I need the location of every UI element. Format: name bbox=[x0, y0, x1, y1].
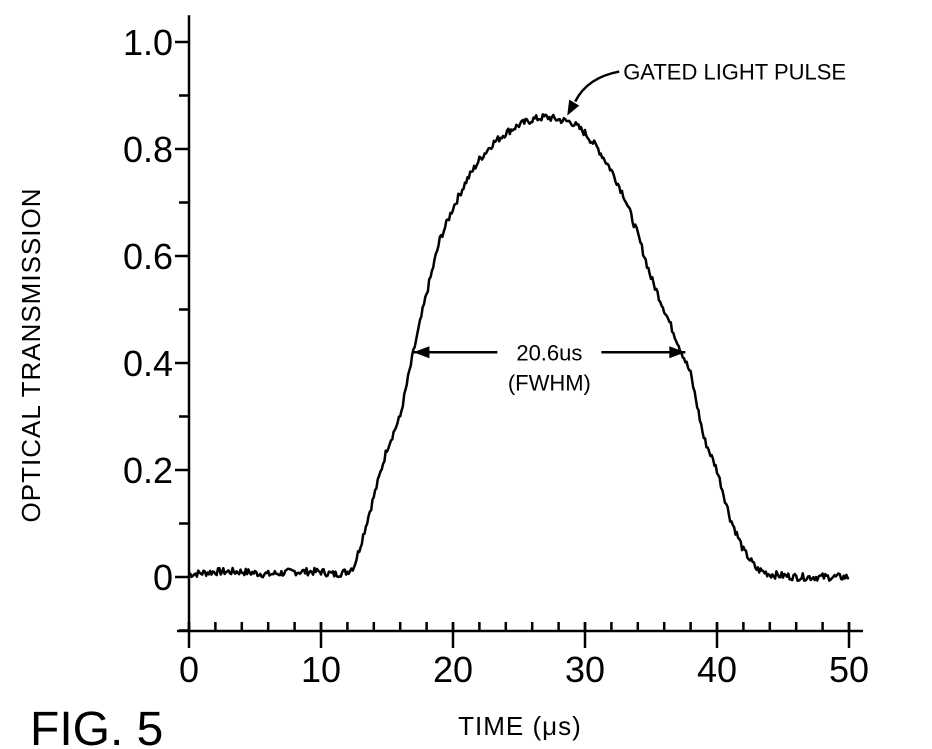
y-tick-label: 1.0 bbox=[123, 22, 173, 63]
fwhm-annotation: 20.6us (FWHM) bbox=[413, 340, 686, 395]
figure-label: FIG. 5 bbox=[30, 703, 163, 749]
tick-labels: 0 0.2 0.4 0.6 0.8 1.0 0 10 20 30 40 50 bbox=[123, 22, 869, 690]
peak-leader-line bbox=[574, 70, 620, 103]
y-tick-label: 0 bbox=[153, 557, 173, 598]
tick-marks bbox=[175, 40, 851, 648]
y-tick-label: 0.8 bbox=[123, 129, 173, 170]
x-tick-label: 20 bbox=[433, 649, 473, 690]
y-tick-label: 0.4 bbox=[123, 343, 173, 384]
peak-annotation: GATED LIGHT PULSE bbox=[567, 60, 846, 116]
peak-arrowhead bbox=[567, 99, 580, 116]
series-line-optical-transmission bbox=[188, 113, 850, 582]
fwhm-arrowhead-right bbox=[669, 346, 686, 359]
fwhm-label: (FWHM) bbox=[508, 370, 591, 395]
x-tick-label: 40 bbox=[697, 649, 737, 690]
chart-axes bbox=[177, 15, 863, 633]
fwhm-arrowhead-left bbox=[413, 346, 430, 359]
x-tick-label: 10 bbox=[301, 649, 341, 690]
peak-label: GATED LIGHT PULSE bbox=[623, 60, 846, 85]
fwhm-value-label: 20.6us bbox=[516, 340, 582, 365]
y-axis-label: OPTICAL TRANSMISSION bbox=[16, 188, 46, 523]
y-tick-label: 0.6 bbox=[123, 236, 173, 277]
x-axis-label: TIME (μs) bbox=[458, 711, 582, 741]
x-tick-label: 50 bbox=[829, 649, 869, 690]
x-tick-label: 30 bbox=[565, 649, 605, 690]
x-tick-label: 0 bbox=[179, 649, 199, 690]
y-tick-label: 0.2 bbox=[123, 450, 173, 491]
